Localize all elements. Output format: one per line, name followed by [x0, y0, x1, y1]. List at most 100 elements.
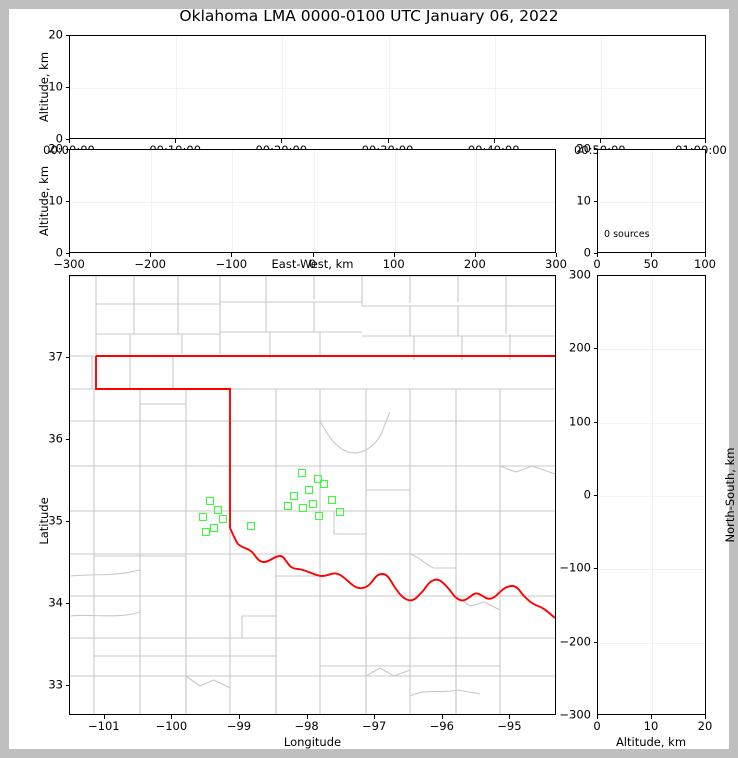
tick: [65, 357, 69, 358]
tick: [393, 253, 395, 257]
tick: [69, 139, 70, 143]
tick: [65, 439, 69, 440]
gridline: [598, 642, 705, 644]
gridline: [651, 276, 653, 714]
source-marker: [305, 486, 313, 494]
source-marker: [328, 496, 336, 504]
tick: [651, 253, 652, 257]
ylabel-altitude: Altitude, km: [37, 165, 51, 237]
tick: [599, 139, 601, 143]
source-marker: [299, 504, 307, 512]
ytick-label: 0: [55, 245, 63, 260]
ylabel-latitude: Latitude: [37, 497, 51, 545]
right-ytick-label: −300: [559, 707, 591, 722]
xtick-label: 0: [308, 257, 317, 271]
ylabel-altitude: Altitude, km: [37, 51, 51, 123]
xlabel-longitude: Longitude: [283, 735, 342, 749]
xtick-label: −100: [155, 719, 188, 733]
tick: [474, 253, 476, 257]
source-marker: [199, 513, 207, 521]
map-geography: [70, 276, 555, 714]
source-histogram-panel[interactable]: 0 sources: [597, 149, 706, 253]
tick: [65, 87, 69, 88]
ytick-label: 0: [583, 245, 591, 260]
xlabel-east-west: East-West, km: [271, 257, 354, 271]
source-marker: [202, 528, 210, 536]
source-marker: [284, 502, 292, 510]
gridline: [232, 150, 234, 252]
tick: [65, 253, 69, 254]
source-marker: [336, 508, 344, 516]
tick: [65, 603, 69, 604]
tick: [231, 253, 233, 257]
xtick-label: 100: [382, 257, 405, 271]
tick: [593, 568, 597, 570]
ytick-label: 20: [48, 141, 63, 156]
xtick-label: −101: [88, 719, 120, 733]
xtick-label: 200: [463, 257, 486, 271]
right-ytick-label: −100: [559, 560, 591, 575]
tick: [651, 715, 652, 719]
tick: [281, 139, 283, 143]
gridline: [494, 36, 496, 138]
tick: [593, 149, 597, 150]
tick: [65, 201, 69, 202]
right-ytick-label: 0: [583, 487, 591, 502]
figure-title: Oklahoma LMA 0000-0100 UTC January 06, 2…: [179, 7, 559, 25]
tick: [705, 715, 706, 719]
xtick-label: −300: [53, 257, 85, 271]
ytick-label: 35: [48, 513, 63, 528]
gridline: [600, 36, 602, 138]
tick: [171, 715, 173, 719]
ytick-label: 37: [48, 349, 63, 364]
ytick-label: 33: [48, 677, 63, 692]
gridline: [282, 36, 284, 138]
tick: [312, 253, 314, 257]
ylabel-north-south: North-South, km: [723, 447, 737, 543]
gridline: [598, 349, 705, 351]
xtick-label: 20: [697, 719, 713, 733]
gridline: [598, 422, 705, 424]
tick: [593, 495, 597, 496]
tick: [69, 253, 70, 257]
tick: [175, 139, 177, 143]
tick: [556, 253, 557, 257]
tick: [441, 715, 443, 719]
tick: [306, 715, 308, 719]
xtick-label: 100: [694, 257, 716, 271]
source-marker: [214, 506, 222, 514]
xtick-label: −98: [294, 719, 319, 733]
tick: [593, 201, 597, 202]
tick: [593, 348, 597, 350]
right-ytick-label: 200: [569, 340, 591, 355]
tick: [65, 685, 69, 686]
source-marker: [206, 497, 214, 505]
gridline: [598, 496, 705, 497]
xtick-label: −96: [429, 719, 454, 733]
tick: [593, 253, 597, 254]
ytick-label: 34: [48, 595, 63, 610]
time-height-panel[interactable]: [69, 35, 706, 139]
ytick-label: 36: [48, 431, 63, 446]
gridline: [176, 36, 178, 138]
north-south-height-panel[interactable]: [597, 275, 706, 715]
xtick-label: −200: [134, 257, 166, 271]
gridline: [70, 88, 705, 89]
tick: [150, 253, 152, 257]
tick: [597, 253, 598, 257]
gridline: [394, 150, 396, 252]
county-boundaries: [70, 276, 555, 714]
ytick-label: 0: [55, 131, 63, 146]
source-marker: [309, 500, 317, 508]
xlabel-altitude: Altitude, km: [615, 735, 687, 749]
right-ytick-label: −200: [559, 633, 591, 648]
xtick-label: 300: [545, 257, 567, 271]
tick: [65, 139, 69, 140]
plan-view-map-panel[interactable]: [69, 275, 556, 715]
tick: [374, 715, 376, 719]
ytick-label: 20: [48, 27, 63, 42]
tick: [65, 35, 69, 36]
source-count-annotation: 0 sources: [604, 228, 650, 240]
east-west-height-panel[interactable]: [69, 149, 556, 253]
xtick-label: −95: [497, 719, 522, 733]
